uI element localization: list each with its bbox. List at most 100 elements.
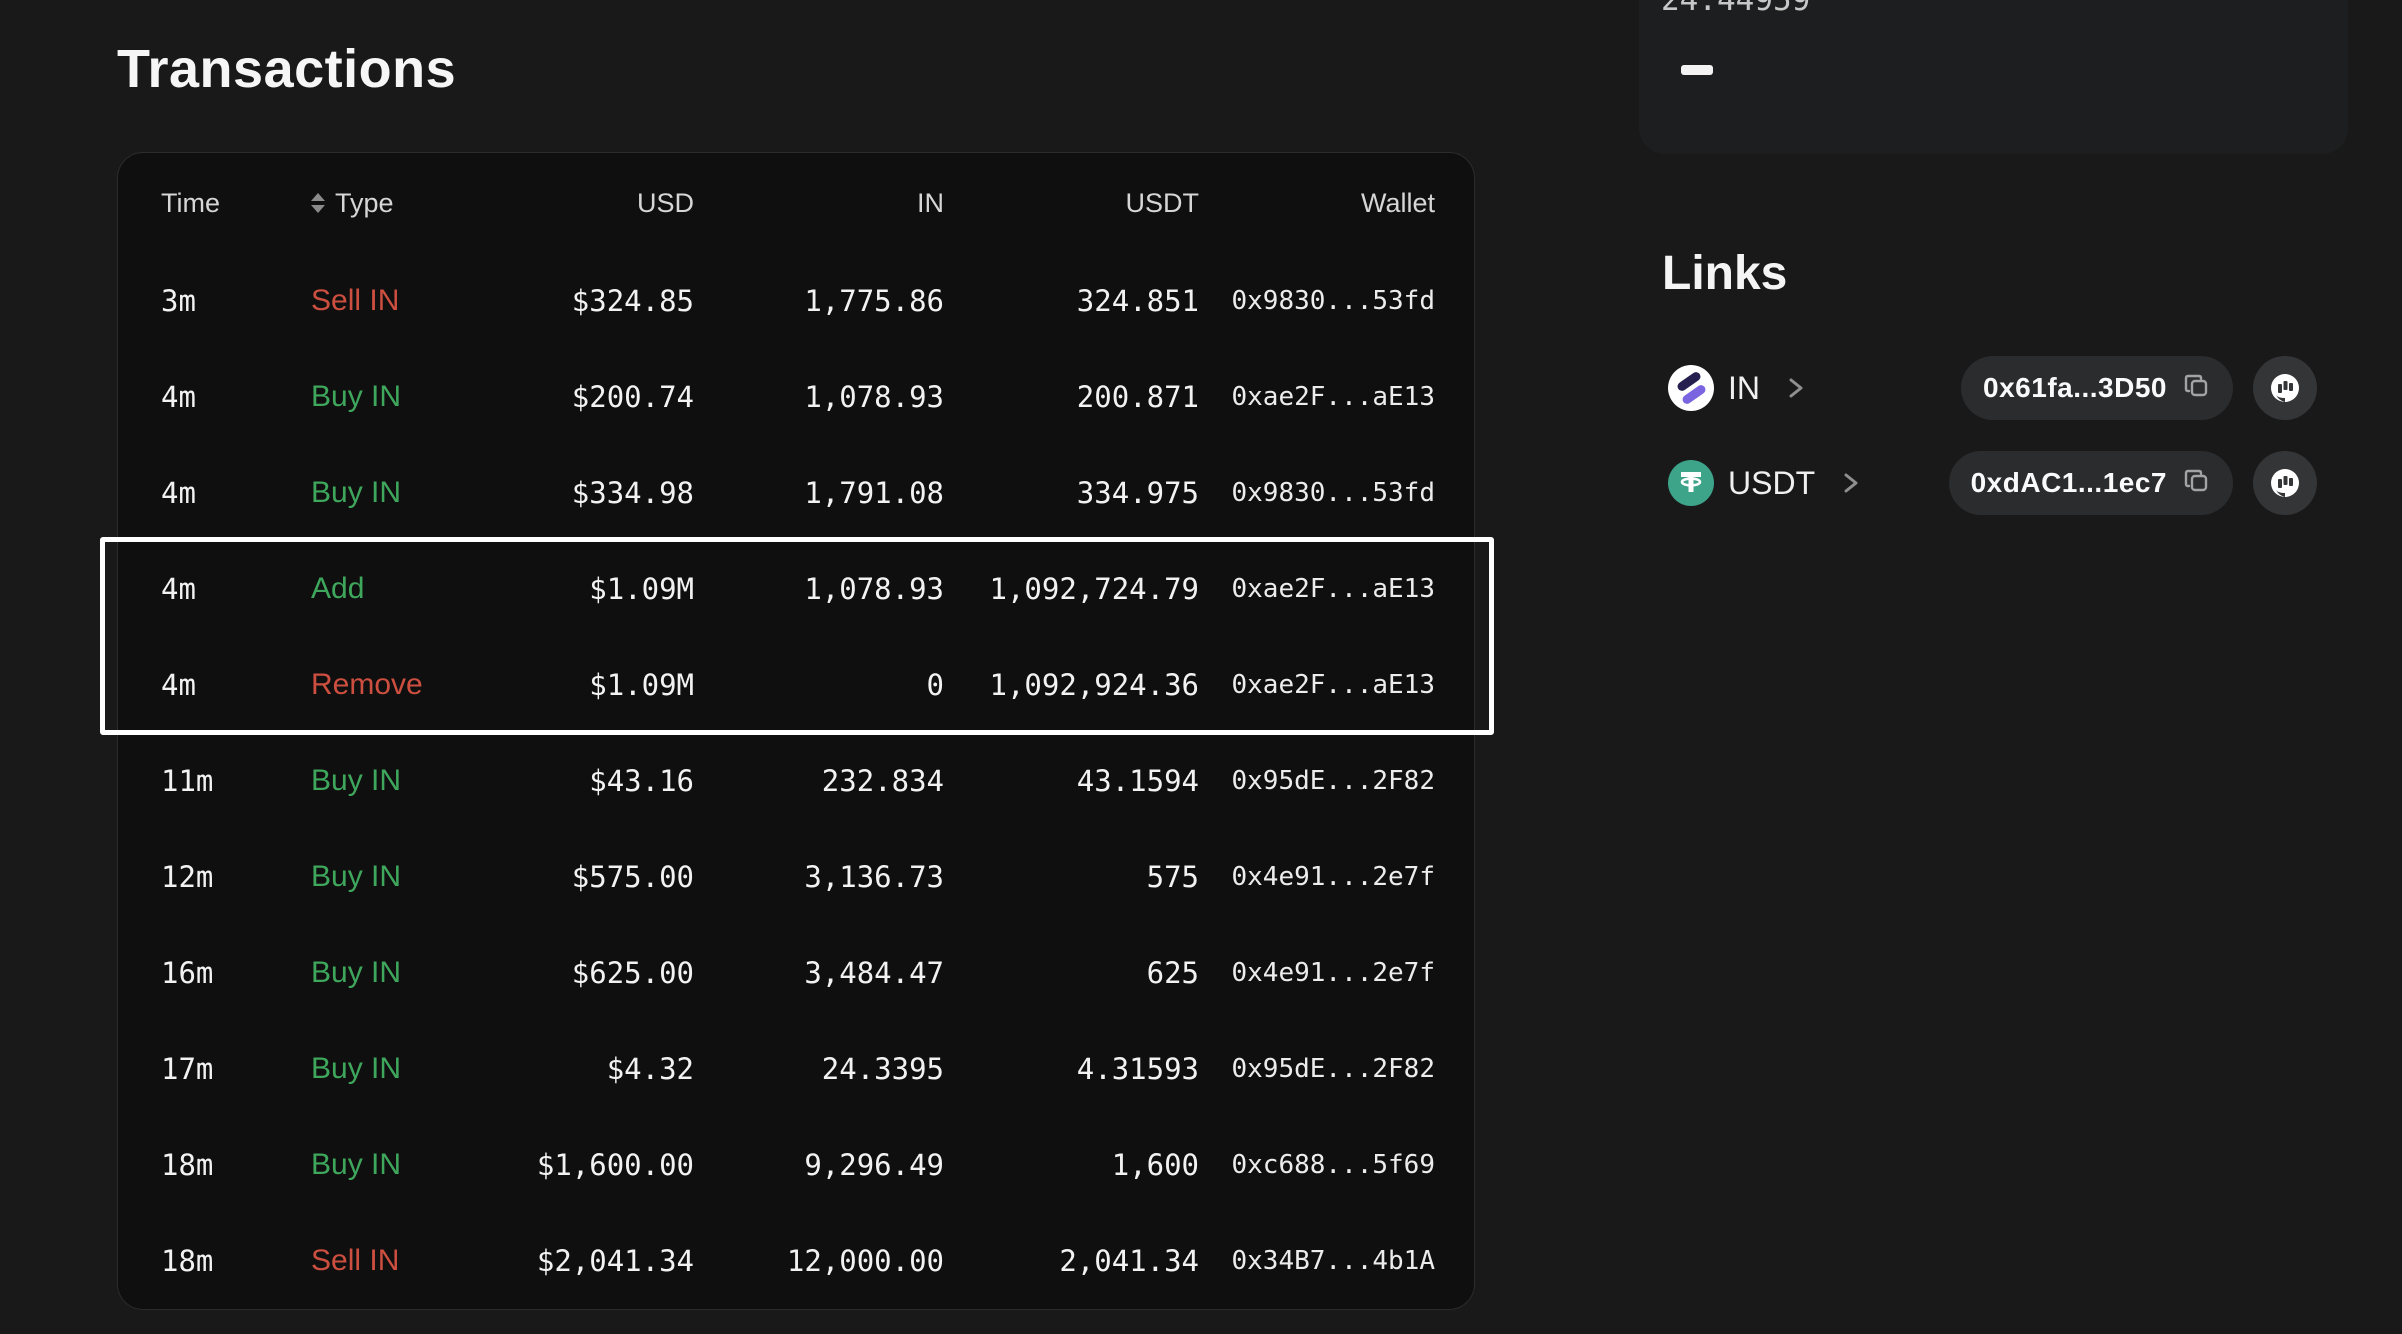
cell-type: Buy IN [311,1148,402,1181]
cell-wallet[interactable]: 0x9830...53fd [1231,478,1436,508]
link-row-usdt: USDT 0xdAC1...1ec7 [1668,451,2317,515]
cell-wallet[interactable]: 0x4e91...2e7f [1231,862,1436,892]
cell-type: Buy IN [311,1052,402,1085]
token-link-usdt[interactable]: USDT [1668,460,1861,506]
token-label-in: IN [1728,369,1760,406]
table-row[interactable]: 17m Buy IN $4.32 24.3395 4.31593 0x95dE.… [161,1021,1436,1117]
cell-usdt: 1,092,924.36 [989,668,1199,702]
cell-type: Buy IN [311,860,402,893]
table-row[interactable]: 4m Buy IN $200.74 1,078.93 200.871 0xae2… [161,349,1436,445]
cell-time: 16m [161,956,214,990]
table-row[interactable]: 4m Add $1.09M 1,078.93 1,092,724.79 0xae… [161,541,1436,637]
cell-time: 17m [161,1052,214,1086]
table-row[interactable]: 11m Buy IN $43.16 232.834 43.1594 0x95dE… [161,733,1436,829]
copy-icon[interactable] [2183,467,2211,500]
column-header-usd: USD [636,187,694,218]
cell-wallet[interactable]: 0x4e91...2e7f [1231,958,1436,988]
cell-in: 232.834 [821,764,944,798]
etherscan-button-usdt[interactable] [2253,451,2317,515]
cell-in: 3,484.47 [804,956,944,990]
stat-empty-value-dash [1681,65,1713,75]
etherscan-button-in[interactable] [2253,356,2317,420]
cell-usdt: 4.31593 [1076,1052,1199,1086]
cell-wallet[interactable]: 0x95dE...2F82 [1231,1054,1436,1084]
sort-icon[interactable] [311,193,325,213]
table-row[interactable]: 18m Buy IN $1,600.00 9,296.49 1,600 0xc6… [161,1117,1436,1213]
copy-icon[interactable] [2183,372,2211,405]
table-row[interactable]: 4m Remove $1.09M 0 1,092,924.36 0xae2F..… [161,637,1436,733]
cell-wallet[interactable]: 0x9830...53fd [1231,286,1436,316]
cell-time: 4m [161,572,196,606]
link-row-in: IN 0x61fa...3D50 [1668,356,2317,420]
cell-wallet[interactable]: 0xae2F...aE13 [1231,574,1436,604]
cell-usdt: 2,041.34 [1059,1244,1199,1278]
cell-time: 4m [161,476,196,510]
chevron-right-icon [1786,374,1806,402]
address-pill-usdt[interactable]: 0xdAC1...1ec7 [1948,451,2233,515]
token-label-usdt: USDT [1728,464,1816,501]
cell-wallet[interactable]: 0x95dE...2F82 [1231,766,1436,796]
cell-usd: $625.00 [571,956,694,990]
table-row[interactable]: 18m Sell IN $2,041.34 12,000.00 2,041.34… [161,1213,1436,1309]
page-title: Transactions [117,39,457,99]
cell-type: Buy IN [311,380,402,413]
column-header-in: IN [917,187,944,218]
cell-wallet[interactable]: 0xae2F...aE13 [1231,670,1436,700]
stat-card: 24.44959 [1639,0,2348,154]
cell-usdt: 200.871 [1076,380,1199,414]
links-title: Links [1662,247,1788,300]
cell-usdt: 334.975 [1076,476,1199,510]
table-header-row: Time Type USD IN USDT Wallet [161,153,1435,253]
cell-time: 18m [161,1244,214,1278]
table-row[interactable]: 16m Buy IN $625.00 3,484.47 625 0x4e91..… [161,925,1436,1021]
cell-wallet[interactable]: 0xae2F...aE13 [1231,382,1436,412]
transactions-card: Time Type USD IN USDT Wallet 3m Sell IN … [117,152,1475,1310]
address-text-usdt: 0xdAC1...1ec7 [1970,467,2167,498]
cell-usd: $324.85 [571,284,694,318]
table-row[interactable]: 4m Buy IN $334.98 1,791.08 334.975 0x983… [161,445,1436,541]
cell-in: 1,791.08 [804,476,944,510]
cell-type: Sell IN [311,284,400,317]
cell-usd: $1,600.00 [536,1148,694,1182]
column-header-type[interactable]: Type [311,188,471,219]
stat-clipped-value: 24.44959 [1661,0,1811,18]
column-header-type-label: Type [335,187,394,218]
cell-type: Add [311,572,365,605]
in-token-icon [1668,365,1714,411]
cell-type: Buy IN [311,956,402,989]
cell-usdt: 1,092,724.79 [989,572,1199,606]
cell-in: 1,775.86 [804,284,944,318]
table-row[interactable]: 12m Buy IN $575.00 3,136.73 575 0x4e91..… [161,829,1436,925]
token-link-in[interactable]: IN [1668,365,1806,411]
usdt-token-icon [1668,460,1714,506]
cell-usd: $334.98 [571,476,694,510]
cell-in: 9,296.49 [804,1148,944,1182]
cell-usdt: 625 [1146,956,1199,990]
cell-usd: $1.09M [589,668,694,702]
cell-usdt: 575 [1146,860,1199,894]
cell-time: 3m [161,284,196,318]
cell-in: 0 [926,668,944,702]
cell-wallet[interactable]: 0x34B7...4b1A [1231,1246,1436,1276]
cell-usd: $2,041.34 [536,1244,694,1278]
table-body: 3m Sell IN $324.85 1,775.86 324.851 0x98… [161,253,1436,1309]
column-header-wallet: Wallet [1360,187,1435,218]
cell-usdt: 324.851 [1076,284,1199,318]
etherscan-icon [2271,469,2299,497]
chevron-right-icon [1841,469,1861,497]
cell-time: 12m [161,860,214,894]
cell-in: 1,078.93 [804,572,944,606]
column-header-time: Time [161,187,220,218]
address-pill-in[interactable]: 0x61fa...3D50 [1961,356,2233,420]
cell-type: Sell IN [311,1244,400,1277]
table-row[interactable]: 3m Sell IN $324.85 1,775.86 324.851 0x98… [161,253,1436,349]
cell-type: Remove [311,668,423,701]
etherscan-icon [2271,374,2299,402]
cell-in: 1,078.93 [804,380,944,414]
cell-usd: $4.32 [606,1052,694,1086]
cell-time: 4m [161,380,196,414]
cell-time: 18m [161,1148,214,1182]
column-header-usdt: USDT [1125,187,1200,218]
cell-wallet[interactable]: 0xc688...5f69 [1231,1150,1436,1180]
